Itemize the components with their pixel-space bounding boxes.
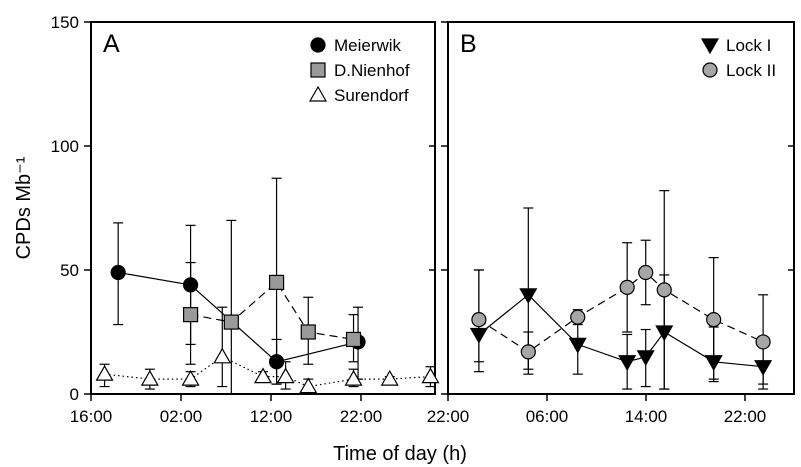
data-point bbox=[344, 369, 363, 386]
y-tick-label: 150 bbox=[51, 13, 79, 32]
data-point bbox=[618, 355, 637, 371]
data-point bbox=[268, 274, 285, 290]
panel-label: B bbox=[460, 30, 477, 58]
data-point bbox=[253, 367, 273, 384]
legend-marker bbox=[700, 38, 720, 55]
x-axis-label: Time of day (h) bbox=[333, 443, 467, 465]
series-meierwik bbox=[110, 222, 366, 385]
legend-label: Meierwik bbox=[334, 36, 402, 55]
data-point bbox=[636, 350, 655, 367]
legend-label: D.Nienhof bbox=[334, 61, 410, 80]
panel-label: A bbox=[103, 30, 120, 58]
x-tick-label: 16:00 bbox=[70, 407, 113, 426]
x-tick-label: 22:00 bbox=[724, 407, 767, 426]
series-line bbox=[190, 281, 354, 340]
legend-marker bbox=[310, 37, 326, 53]
panel-b: 22:00 06:00 14:00 22:00 B Lock I Lock II bbox=[427, 21, 795, 426]
data-point bbox=[213, 347, 232, 364]
data-point bbox=[140, 369, 159, 386]
series-line bbox=[478, 293, 764, 368]
data-point bbox=[110, 264, 126, 281]
y-tick-label: 100 bbox=[51, 137, 79, 156]
data-point bbox=[471, 312, 487, 328]
data-point bbox=[181, 369, 200, 386]
series-lock-i bbox=[469, 207, 773, 390]
data-point bbox=[421, 367, 440, 384]
x-tick-label: 22:00 bbox=[340, 407, 383, 426]
data-point bbox=[276, 367, 295, 384]
data-point bbox=[380, 369, 399, 386]
data-point bbox=[299, 377, 318, 394]
data-point bbox=[706, 312, 722, 328]
data-point bbox=[638, 264, 654, 281]
data-point bbox=[300, 324, 316, 340]
series-surendorf bbox=[95, 306, 440, 394]
x-tick-label: 02:00 bbox=[160, 407, 203, 426]
x-tick-label: 12:00 bbox=[250, 407, 293, 426]
data-point bbox=[656, 282, 672, 298]
data-point bbox=[223, 314, 239, 330]
data-point bbox=[95, 364, 114, 381]
data-point bbox=[182, 307, 199, 323]
series-d-nienhof bbox=[182, 177, 362, 395]
legend-marker bbox=[702, 62, 718, 78]
y-axis-label: CPDs Mb⁻¹ bbox=[13, 156, 35, 259]
legend-marker bbox=[308, 85, 328, 102]
data-point bbox=[519, 288, 538, 305]
data-point bbox=[568, 337, 587, 354]
x-tick-label: 06:00 bbox=[526, 407, 569, 426]
legend-marker bbox=[310, 62, 326, 78]
plot-frame bbox=[90, 21, 436, 395]
x-tick-label: 14:00 bbox=[625, 407, 668, 426]
plot-frame bbox=[447, 21, 795, 395]
panel-a: 0 50 100 150 16:00 02:00 12:00 22:00 A Meierwik D.… bbox=[51, 13, 440, 426]
x-tick-label: 22:00 bbox=[427, 407, 470, 426]
y-tick-label: 50 bbox=[60, 261, 79, 280]
legend-label: Surendorf bbox=[334, 86, 409, 105]
legend-label: Lock I bbox=[726, 36, 771, 55]
data-point bbox=[345, 331, 362, 348]
data-point bbox=[570, 309, 586, 325]
y-tick-label: 0 bbox=[70, 385, 79, 404]
data-point bbox=[755, 334, 771, 350]
series-lock-ii bbox=[471, 190, 771, 390]
legend-label: Lock II bbox=[726, 61, 776, 80]
series-line bbox=[478, 271, 764, 353]
data-point bbox=[619, 279, 635, 295]
data-point bbox=[520, 344, 536, 360]
